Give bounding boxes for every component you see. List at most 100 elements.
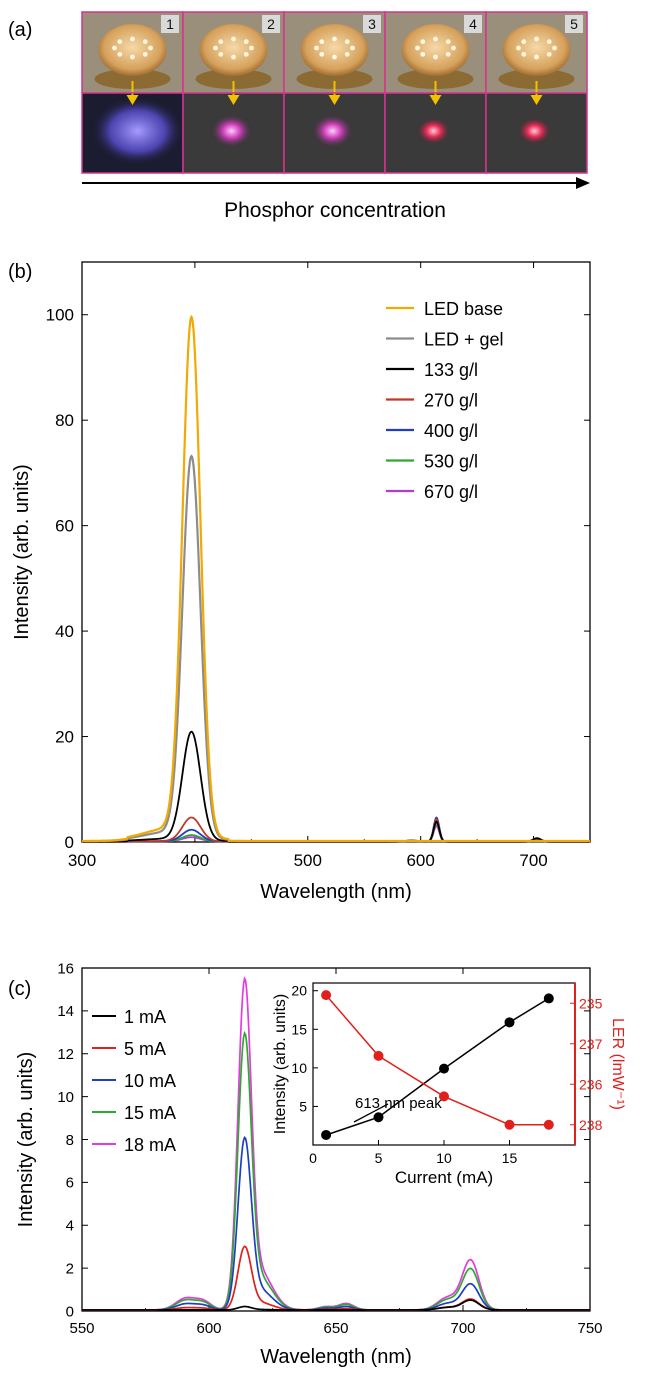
series-line-led-gel — [82, 454, 590, 843]
led-dome — [300, 24, 369, 76]
y-tick-label: 40 — [55, 622, 74, 641]
y-tick-label: 20 — [55, 727, 74, 746]
led-chip-dot — [521, 39, 527, 45]
sample-number-badge — [161, 15, 179, 33]
led-base-ring — [296, 69, 373, 89]
emission-glow — [91, 97, 184, 165]
led-chip-dot — [521, 51, 527, 57]
led-chip-dot — [420, 39, 426, 45]
legend-label: 10 mA — [124, 1071, 176, 1091]
inset-data-point — [439, 1063, 449, 1074]
led-chip-dot — [332, 36, 337, 42]
y-tick-label: 6 — [66, 1175, 74, 1192]
x-tick-label: 700 — [450, 1320, 475, 1337]
led-chip-dot — [112, 45, 117, 51]
x-tick-label: 500 — [294, 851, 322, 870]
y-tick-label: 60 — [55, 517, 74, 536]
series-line-133-g-l — [82, 730, 590, 843]
led-chip-dot — [231, 54, 236, 60]
x-tick-label: 300 — [68, 851, 96, 870]
sample-number: 4 — [469, 16, 477, 32]
y-tick-label: 0 — [66, 1303, 74, 1320]
inset-y-tick-label: 20 — [291, 983, 307, 999]
panel-a-label: (a) — [8, 19, 32, 41]
legend-label: LED + gel — [424, 330, 504, 350]
series-line-led-base — [82, 314, 590, 843]
inset-x-tick-label: 0 — [309, 1150, 317, 1166]
sample-number: 1 — [166, 16, 174, 32]
down-arrow-head — [530, 95, 543, 105]
led-chip-dot — [344, 39, 350, 45]
y-tick-label: 14 — [57, 1003, 74, 1020]
x-tick-label: 600 — [196, 1320, 221, 1337]
x-axis-label: Wavelength (nm) — [260, 1346, 412, 1368]
inset-data-point — [543, 993, 554, 1004]
down-arrow-head — [429, 95, 442, 105]
led-chip-dot — [130, 54, 135, 60]
led-chip-dot — [534, 36, 539, 42]
led-base-ring — [94, 69, 171, 89]
inset-x-tick-label: 5 — [375, 1150, 383, 1166]
led-chip-dot — [546, 39, 552, 45]
led-chip-dot — [319, 39, 325, 45]
led-chip-dot — [142, 51, 148, 57]
led-chip-dot — [142, 39, 148, 45]
led-chip-dot — [117, 51, 123, 57]
led-dome — [502, 24, 571, 76]
y-tick-label: 8 — [66, 1132, 74, 1149]
y-tick-label: 100 — [46, 306, 74, 325]
led-chip-dot — [319, 51, 325, 57]
y-tick-label: 0 — [65, 833, 74, 852]
inset-data-point — [373, 1050, 384, 1061]
led-chip-dot — [243, 39, 249, 45]
led-chip-dot — [130, 36, 135, 42]
annotation-leader-line — [353, 1103, 389, 1123]
concentration-arrow — [82, 177, 590, 189]
inset-y2-tick-label: 237 — [579, 1036, 603, 1052]
led-chip-dot — [445, 39, 451, 45]
legend-label: LED base — [424, 299, 503, 319]
inset-y2-tick-label: 238 — [579, 1117, 603, 1133]
x-axis-label: Wavelength (nm) — [260, 881, 412, 903]
inset-x-axis-label: Current (mA) — [395, 1168, 493, 1187]
led-chip-dot — [213, 45, 218, 51]
sample-number-badge — [464, 15, 482, 33]
led-chip-dot — [451, 45, 456, 51]
legend-label: 270 g/l — [424, 391, 478, 411]
led-base-ring — [498, 69, 575, 89]
y-axis-label: Intensity (arb. units) — [15, 1052, 37, 1228]
sample-number: 2 — [267, 16, 275, 32]
annotation-label: 613 nm peak — [355, 1095, 442, 1112]
x-tick-label: 750 — [577, 1320, 602, 1337]
inset-data-point — [321, 1129, 332, 1140]
y-tick-label: 12 — [57, 1046, 74, 1063]
legend-label: 530 g/l — [424, 452, 478, 472]
inset-y-tick-label: 5 — [299, 1098, 307, 1114]
inset-data-point — [321, 990, 332, 1001]
led-chip-dot — [546, 51, 552, 57]
inset-y2-tick-label: 235 — [579, 995, 603, 1011]
led-chip-dot — [433, 54, 438, 60]
panel-c-label: (c) — [8, 978, 31, 1000]
led-chip-dot — [148, 45, 153, 51]
legend-label: 670 g/l — [424, 482, 478, 502]
x-tick-label: 600 — [406, 851, 434, 870]
y-tick-label: 2 — [66, 1260, 74, 1277]
emission-glow — [415, 116, 452, 146]
inset-y2-tick-label: 236 — [579, 1076, 603, 1092]
sample-number-badge — [262, 15, 280, 33]
concentration-label: Phosphor concentration — [224, 199, 446, 222]
led-chip-dot — [231, 36, 236, 42]
legend-label: 400 g/l — [424, 421, 478, 441]
series-line-1-ma — [82, 1299, 590, 1311]
inset-y-tick-label: 15 — [291, 1021, 307, 1037]
inset-x-tick-label: 15 — [502, 1150, 518, 1166]
led-chip-dot — [332, 54, 337, 60]
led-chip-dot — [243, 51, 249, 57]
led-dome — [199, 24, 268, 76]
x-tick-label: 550 — [69, 1320, 94, 1337]
inset-data-point — [504, 1119, 515, 1130]
led-chip-dot — [344, 51, 350, 57]
led-chip-dot — [552, 45, 557, 51]
